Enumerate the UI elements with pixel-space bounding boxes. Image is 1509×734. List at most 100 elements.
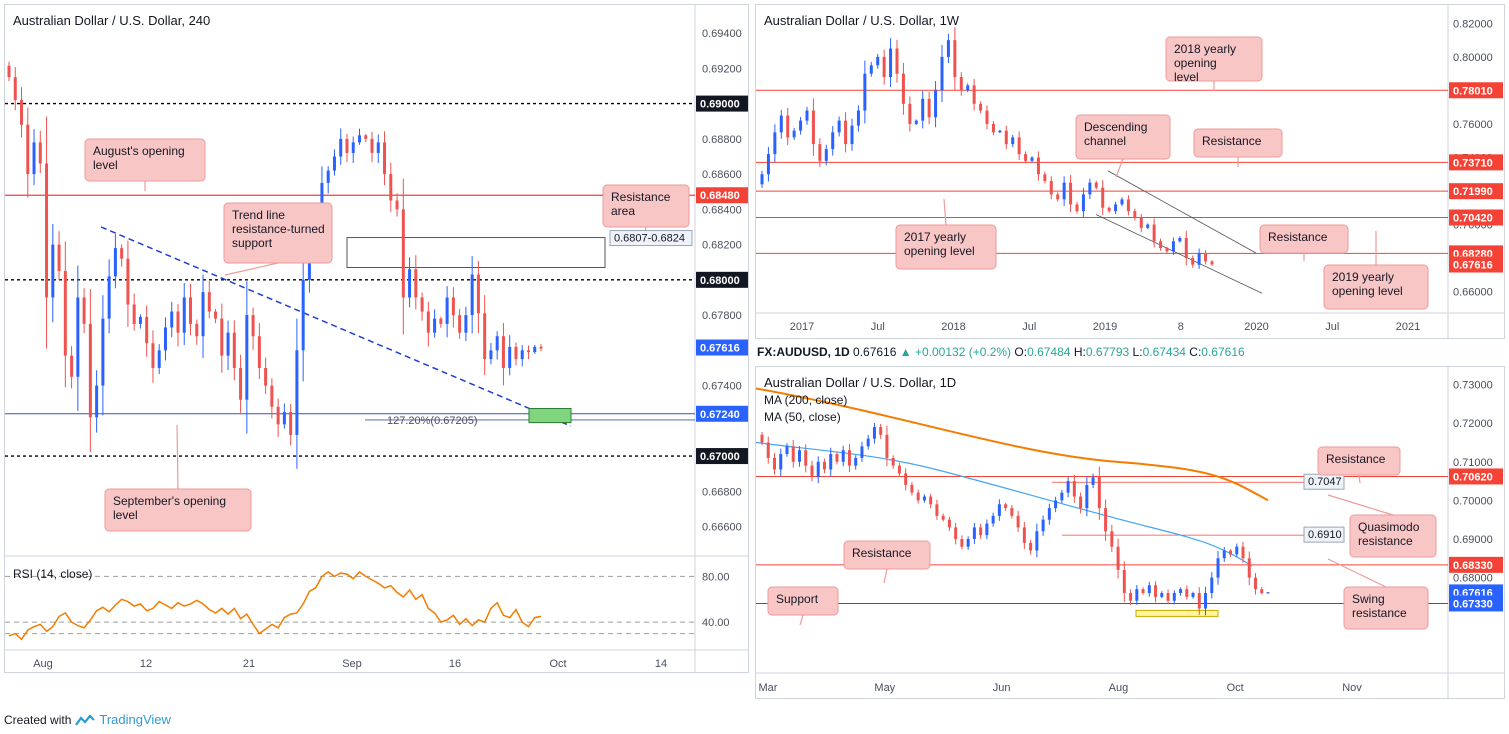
daily-chart-canvas[interactable]: 0.73000 0.72000 0.71000 0.70000 0.69000 0.680… <box>756 367 1505 699</box>
daily-candle <box>1247 558 1251 578</box>
daily-candle <box>1041 519 1045 532</box>
weekly-candle <box>1133 211 1137 218</box>
h4-candle <box>26 124 30 175</box>
weekly-candle <box>1159 241 1163 249</box>
h4-candle <box>270 385 274 407</box>
weekly-candle <box>1152 224 1156 242</box>
h4-price-tag <box>696 95 748 112</box>
weekly-callout-2018-text: 2018 yearly <box>1174 42 1236 56</box>
daily-callout-resistance-left-pointer <box>883 568 888 584</box>
h4-candle <box>132 304 136 324</box>
daily-callout-resistance-left-text: Resistance <box>852 546 912 560</box>
h4-candle <box>95 385 99 418</box>
weekly-candle <box>824 149 828 161</box>
h4-candle <box>176 311 180 333</box>
weekly-callout-2017-text: 2017 yearly <box>904 230 966 244</box>
daily-candle <box>991 515 995 524</box>
weekly-candle <box>856 110 860 126</box>
daily-candle <box>785 446 789 455</box>
daily-callout-quasimodo-pointer <box>1327 494 1394 516</box>
weekly-candle <box>998 130 1002 133</box>
daily-candle <box>766 442 770 458</box>
daily-candle <box>941 515 945 520</box>
h4-callout-resistance-area-text: area <box>611 204 635 218</box>
weekly-candle <box>953 40 957 78</box>
daily-candle <box>1079 496 1083 509</box>
daily-callout-quasimodo-text: resistance <box>1358 534 1413 548</box>
weekly-candle <box>1081 194 1085 212</box>
daily-candle <box>1104 508 1108 532</box>
weekly-candle <box>946 40 950 57</box>
h4-candle <box>245 315 249 400</box>
weekly-y-tick: 0.80000 <box>1453 52 1493 64</box>
daily-candle <box>1010 508 1014 516</box>
weekly-callout-2019-text: 2019 yearly <box>1332 270 1394 284</box>
daily-candle <box>1172 593 1176 601</box>
weekly-callout-2017-pointer <box>943 198 947 226</box>
h4-callout-trend-line-text: support <box>232 236 273 250</box>
chart-panel-h4[interactable]: 0.69400 0.69200 0.68800 0.68600 0.68400 0.682… <box>4 4 749 673</box>
weekly-candle <box>876 56 880 66</box>
h4-candle <box>157 350 161 368</box>
daily-candle <box>1197 593 1201 609</box>
daily-x-tick: May <box>874 682 895 694</box>
weekly-y-tick: 0.76000 <box>1453 119 1493 131</box>
h4-candle <box>257 336 261 368</box>
h4-price-tag-label: 0.68000 <box>700 275 740 287</box>
daily-candle <box>979 527 983 536</box>
footer-brand[interactable]: TradingView <box>99 712 171 727</box>
h4-candle <box>470 274 474 316</box>
weekly-x-tick: Jul <box>1022 321 1036 333</box>
weekly-callout-2018-text: level <box>1174 70 1199 84</box>
h4-candle <box>520 350 524 360</box>
h4-candle <box>364 135 368 139</box>
h4-candle <box>45 163 49 298</box>
weekly-candle <box>792 130 796 138</box>
weekly-candle <box>1101 187 1105 208</box>
ohlc-close-label: C: <box>1189 345 1202 359</box>
daily-candle <box>1091 477 1095 485</box>
h4-candle <box>408 269 412 298</box>
weekly-candle <box>1094 182 1098 188</box>
chart-panel-daily[interactable]: 0.73000 0.72000 0.71000 0.70000 0.69000 0.680… <box>755 366 1505 699</box>
weekly-candle <box>908 103 912 124</box>
weekly-candle <box>1017 137 1021 155</box>
daily-candle <box>1022 527 1026 543</box>
daily-candle <box>854 457 858 466</box>
h4-candle <box>151 343 155 368</box>
weekly-callout-resistance-b-text: Resistance <box>1268 230 1328 244</box>
h4-chart-canvas[interactable]: 0.69400 0.69200 0.68800 0.68600 0.68400 0.682… <box>5 5 749 673</box>
weekly-candle <box>1030 157 1034 161</box>
daily-candle <box>1147 585 1151 594</box>
weekly-candle <box>940 56 944 91</box>
h4-candle <box>301 279 305 351</box>
weekly-candle <box>1197 253 1201 265</box>
daily-candle <box>1110 531 1114 547</box>
h4-candle <box>326 170 330 183</box>
daily-candle <box>879 427 883 435</box>
h4-x-tick: Aug <box>33 658 53 670</box>
weekly-y-tick: 0.82000 <box>1453 18 1493 30</box>
daily-candle <box>841 450 845 462</box>
ohlc-last: 0.67616 <box>853 345 897 359</box>
weekly-candle <box>1204 253 1208 262</box>
h4-candle <box>120 248 124 259</box>
rsi-y-tick: 40.00 <box>702 617 730 629</box>
h4-price-tag-label: 0.69000 <box>700 99 740 111</box>
h4-candle <box>508 346 512 368</box>
h4-callout-septembers-opening-pointer <box>176 424 179 490</box>
h4-candle <box>226 332 230 356</box>
daily-candle <box>1241 546 1245 559</box>
ma50-label: MA (50, close) <box>764 410 841 424</box>
weekly-candle <box>779 115 783 133</box>
daily-price-tag-label: 0.68330 <box>1453 560 1493 572</box>
daily-candle <box>1029 542 1033 551</box>
h4-candle <box>395 200 399 210</box>
weekly-candle <box>760 174 764 185</box>
weekly-chart-canvas[interactable]: 0.820000.800000.760000.740000.720000.700… <box>756 5 1505 339</box>
weekly-candle <box>1114 204 1118 212</box>
chart-panel-weekly[interactable]: 0.820000.800000.760000.740000.720000.700… <box>755 4 1505 339</box>
h4-candle <box>182 297 186 333</box>
h4-candle <box>63 271 67 356</box>
h4-y-tick: 0.67400 <box>702 381 742 393</box>
